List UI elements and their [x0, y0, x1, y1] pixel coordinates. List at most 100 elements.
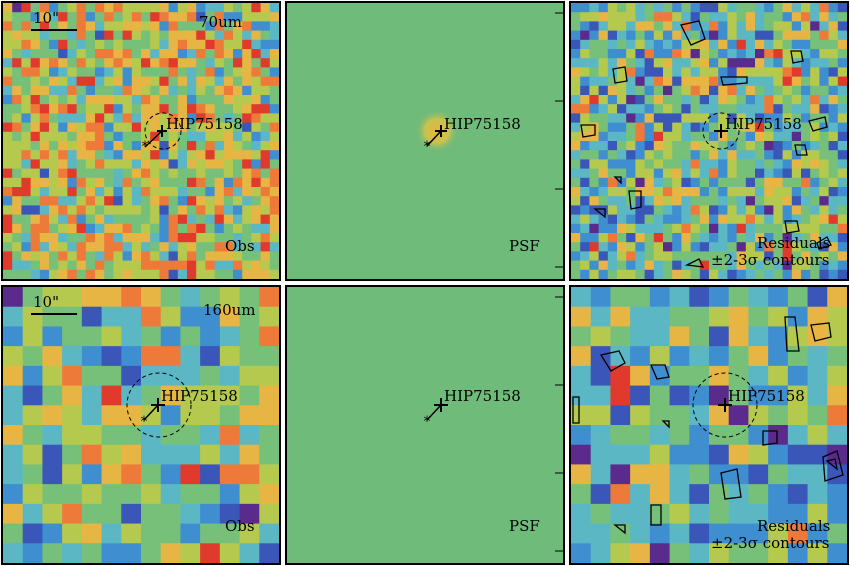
map-pixel: [168, 196, 179, 206]
map-pixel: [589, 104, 600, 114]
map-pixel: [571, 503, 592, 525]
map-pixel: [699, 113, 710, 124]
map-pixel: [709, 76, 719, 87]
map-pixel: [101, 425, 122, 446]
map-pixel: [644, 223, 655, 234]
map-pixel: [617, 39, 627, 50]
map-pixel: [141, 49, 151, 59]
map-pixel: [67, 39, 78, 50]
map-pixel: [260, 205, 271, 216]
map-pixel: [644, 49, 655, 59]
map-pixel: [251, 85, 262, 96]
map-pixel: [214, 159, 225, 170]
map-pixel: [21, 21, 32, 32]
map-pixel: [653, 141, 664, 151]
map-pixel: [260, 49, 271, 59]
map-pixel: [764, 3, 774, 13]
map-pixel: [159, 76, 170, 87]
map-pixel: [718, 30, 728, 41]
map-pixel: [76, 67, 87, 78]
map-pixel: [104, 233, 114, 243]
map-pixel: [251, 122, 262, 133]
map-pixel: [141, 12, 151, 22]
map-pixel: [168, 21, 179, 32]
map-pixel: [141, 444, 162, 466]
map-pixel: [141, 85, 151, 96]
map-pixel: [653, 159, 664, 170]
map-pixel: [196, 150, 206, 160]
map-pixel: [12, 233, 22, 243]
map-pixel: [49, 233, 59, 243]
map-pixel: [768, 523, 789, 544]
map-pixel: [168, 187, 179, 197]
map-pixel: [269, 3, 279, 13]
map-pixel: [580, 168, 590, 179]
map-pixel: [745, 21, 756, 32]
map-pixel: [837, 3, 847, 13]
map-pixel: [571, 187, 581, 197]
map-pixel: [30, 177, 41, 188]
map-pixel: [104, 196, 114, 206]
map-pixel: [689, 365, 710, 387]
map-pixel: [672, 122, 682, 133]
map-pixel: [150, 223, 160, 234]
map-pixel: [819, 21, 830, 32]
map-pixel: [3, 76, 13, 87]
map-pixel: [617, 49, 627, 59]
map-pixel: [669, 503, 690, 525]
map-pixel: [58, 104, 68, 114]
map-pixel: [242, 269, 252, 279]
map-pixel: [200, 484, 221, 505]
map-pixel: [828, 223, 839, 234]
map-pixel: [187, 269, 197, 279]
map-pixel: [764, 177, 774, 188]
map-pixel: [787, 484, 809, 505]
map-pixel: [617, 233, 627, 243]
map-pixel: [12, 205, 22, 216]
map-pixel: [12, 159, 22, 170]
map-pixel: [177, 159, 188, 170]
map-pixel: [269, 67, 279, 78]
map-pixel: [104, 113, 114, 124]
map-pixel: [709, 177, 719, 188]
map-pixel: [690, 168, 701, 179]
map-pixel: [810, 168, 820, 179]
map-pixel: [630, 346, 651, 367]
map-pixel: [150, 113, 160, 124]
map-pixel: [827, 484, 847, 505]
map-pixel: [681, 168, 692, 179]
map-pixel: [787, 326, 809, 347]
map-pixel: [699, 39, 710, 50]
map-pixel: [67, 214, 78, 225]
map-pixel: [837, 12, 847, 22]
map-pixel: [580, 214, 590, 225]
map-pixel: [251, 76, 262, 87]
map-pixel: [727, 12, 738, 22]
map-pixel: [67, 3, 78, 13]
map-pixel: [782, 251, 793, 262]
map-pixel: [122, 187, 133, 197]
map-pixel: [159, 49, 170, 59]
map-pixel: [39, 30, 50, 41]
map-pixel: [630, 503, 651, 525]
map-pixel: [699, 196, 710, 206]
map-pixel: [819, 39, 830, 50]
map-pixel: [745, 12, 756, 22]
map-pixel: [709, 30, 719, 41]
map-pixel: [571, 131, 581, 142]
map-pixel: [768, 326, 789, 347]
map-pixel: [214, 177, 225, 188]
map-pixel: [131, 223, 142, 234]
map-pixel: [269, 141, 279, 151]
map-pixel: [580, 242, 590, 252]
map-pixel: [810, 251, 820, 262]
map-pixel: [58, 95, 68, 105]
map-pixel: [233, 122, 243, 133]
map-pixel: [635, 131, 646, 142]
map-pixel: [736, 177, 747, 188]
map-pixel: [727, 260, 738, 271]
map-pixel: [736, 76, 747, 87]
map-pixel: [85, 113, 96, 124]
map-pixel: [180, 484, 201, 505]
map-pixel: [755, 159, 765, 170]
